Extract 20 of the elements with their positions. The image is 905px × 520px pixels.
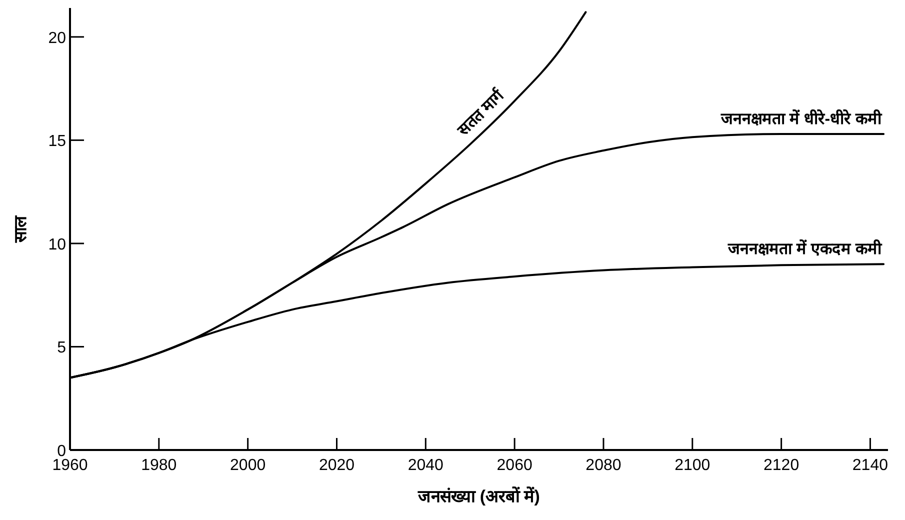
y-tick-label: 0 (57, 443, 66, 460)
y-tick-label: 5 (57, 340, 66, 357)
x-tick-label: 2140 (852, 457, 888, 474)
x-tick-label: 1960 (52, 457, 88, 474)
x-tick-label: 2020 (318, 457, 355, 474)
text: सतत मार्ग (452, 85, 508, 140)
x-tick-label: 2000 (230, 457, 266, 474)
x-tick-label: 1980 (141, 457, 177, 474)
x-tick-label: 2120 (764, 457, 800, 474)
y-tick-label: 15 (48, 133, 66, 150)
x-axis-title: जनसंख्या (अरबों में) (417, 486, 540, 506)
series-label: जननक्षमता में धीरे-धीरे कमी (720, 108, 883, 128)
y-tick-label: 20 (48, 30, 66, 47)
series-label: जननक्षमता में एकदम कमी (727, 239, 883, 258)
x-tick-label: 2080 (586, 457, 622, 474)
y-tick-label: 10 (48, 236, 66, 254)
x-tick-label: 2100 (674, 457, 710, 474)
x-tick-label: 2060 (496, 457, 532, 474)
x-tick-label: 2040 (408, 457, 444, 474)
y-axis-title: साल (11, 214, 30, 244)
